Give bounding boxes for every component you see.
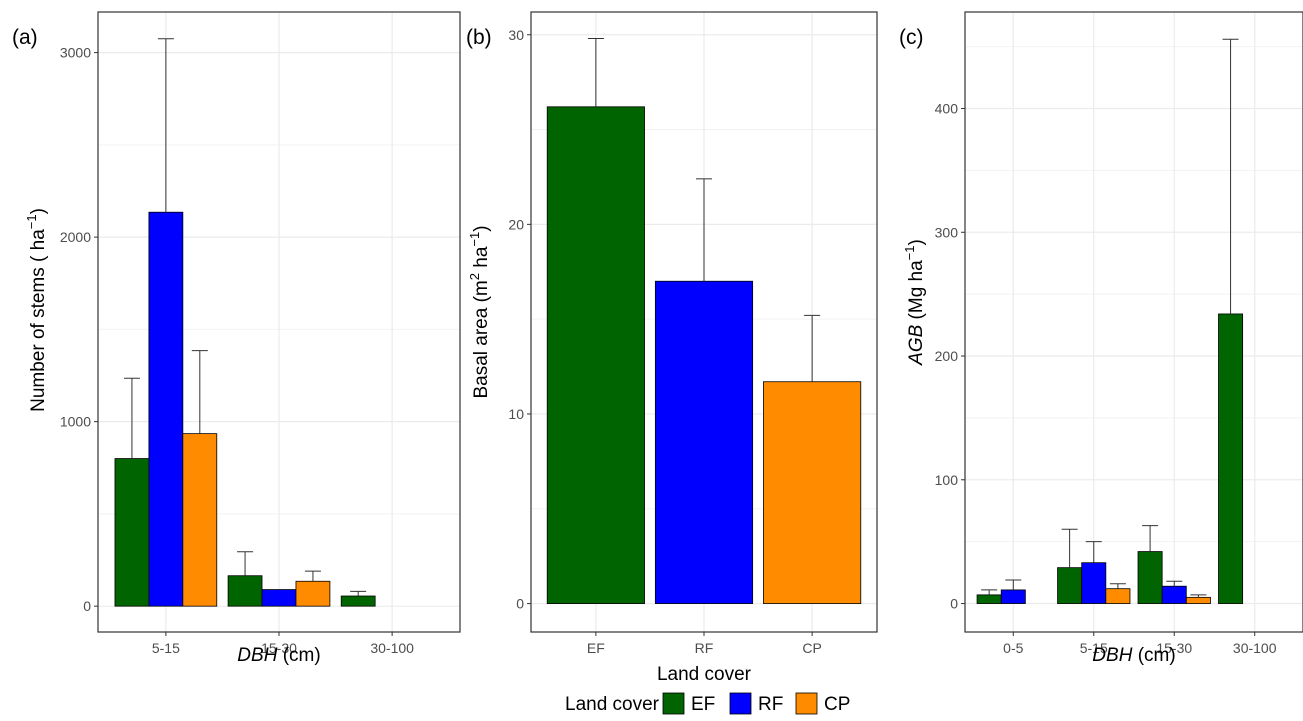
panel-c-bar-rf (1000, 589, 1026, 604)
panel-c-xtick-label: 0-5 (1003, 640, 1023, 656)
panel-a-xtick-label: 5-15 (152, 640, 180, 656)
panel-b-frame (530, 11, 878, 633)
panel-c-bar-ef (1218, 313, 1244, 604)
panel-c-bar-ef (976, 594, 1002, 604)
legend-swatch-rf (729, 692, 752, 715)
panel-c-ytick-label: 400 (935, 101, 959, 117)
legend-label-rf: RF (758, 694, 783, 715)
panel-a: 0 1000 2000 3000 5-15 15-30 30-100 DBH (cm) Numb… (24, 11, 461, 666)
panel-b-bar-ef (546, 106, 645, 604)
panel-label-b: (b) (466, 26, 492, 49)
legend-label-cp: CP (824, 694, 850, 715)
panel-c-bar-rf (1081, 562, 1107, 604)
panel-c-bar-cp (1105, 588, 1131, 604)
panel-b-xtick-label: RF (695, 640, 714, 656)
panel-a-bar-ef (114, 458, 150, 607)
panel-c-ytick-label: 100 (935, 472, 959, 488)
panel-b-bar-rf (654, 280, 754, 604)
panel-c-x-axis-label: DBH (cm) (1092, 645, 1175, 666)
panel-a-bar-ef (227, 575, 263, 607)
panel-b-bar-cp (763, 381, 862, 604)
panel-a-frame (97, 11, 461, 633)
legend-label-ef: EF (691, 694, 715, 715)
panel-a-bar-rf (261, 589, 297, 607)
panel-b-ytick-label: 10 (508, 406, 524, 422)
panel-b-xtick-label: EF (587, 640, 605, 656)
panel-a-ytick-label: 3000 (60, 45, 91, 61)
panel-a-ytick-label: 1000 (60, 414, 91, 430)
panel-a-xtick-label: 30-100 (370, 640, 414, 656)
panel-c-bar-cp (1185, 596, 1211, 604)
panel-c-bar-ef (1137, 551, 1163, 604)
panel-b-xtick-label: CP (802, 640, 821, 656)
panel-b-y-axis-label: Basal area (m2 ha−1) (467, 225, 492, 398)
legend-swatch-cp (795, 692, 818, 715)
panel-a-xtick-label: 15-30 (261, 640, 297, 656)
legend-title: Land cover (565, 694, 660, 715)
legend-swatch-ef (662, 692, 685, 715)
panel-a-bar-cp (182, 433, 218, 607)
panel-label-c: (c) (899, 26, 924, 49)
panel-c-ytick-label: 200 (935, 348, 959, 364)
panel-c-ytick-label: 300 (935, 224, 959, 240)
panel-b-ytick-label: 20 (508, 216, 524, 232)
panel-c-frame (964, 11, 1303, 633)
panel-b-ytick-label: 0 (516, 596, 524, 612)
panel-label-a: (a) (12, 26, 38, 49)
legend: Land cover EF RF CP (565, 692, 850, 715)
panel-c: 0 100 200 300 400 0-5 5-15 15-30 30-100 DBH (cm) A… (902, 11, 1303, 666)
panel-b: 0 10 20 30 EF RF CP Land cover Basal area (m2 ha… (467, 11, 878, 685)
panel-c-xtick-label: 5-15 (1080, 640, 1108, 656)
panel-a-x-axis-label: DBH (cm) (237, 645, 320, 666)
panel-c-xtick-label: 30-100 (1233, 640, 1277, 656)
panel-c-bar-rf (1161, 585, 1187, 604)
panel-a-bar-cp (295, 580, 331, 607)
panel-a-y-axis-label: Number of stems ( ha−1) (24, 208, 49, 412)
panel-c-y-axis-label: AGB (Mg ha−1) (902, 239, 927, 366)
panel-b-ytick-label: 30 (508, 27, 524, 43)
panel-a-ytick-label: 2000 (60, 229, 91, 245)
panel-a-ytick-label: 0 (83, 598, 91, 614)
panel-a-bar-rf (148, 211, 184, 607)
panel-b-x-axis-label: Land cover (657, 664, 752, 685)
panel-c-xtick-label: 15-30 (1156, 640, 1192, 656)
panel-a-bar-ef (340, 595, 376, 607)
panel-c-bar-ef (1057, 567, 1083, 604)
panel-c-ytick-label: 0 (950, 596, 958, 612)
